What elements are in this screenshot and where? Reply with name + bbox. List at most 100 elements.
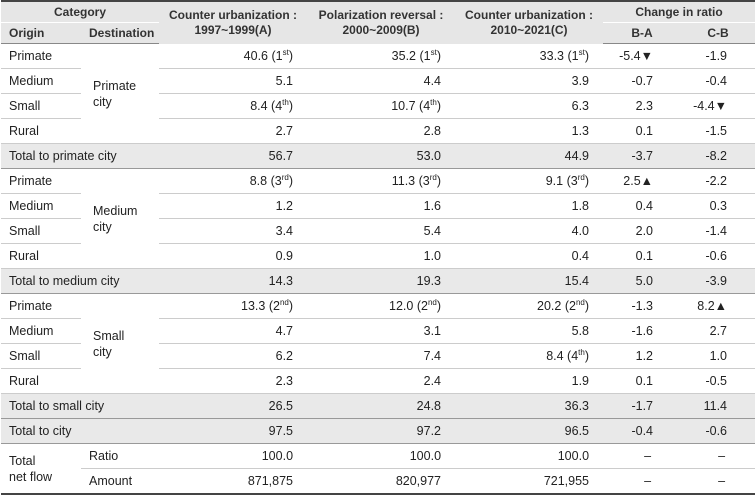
total-value-a: 14.3 — [159, 268, 308, 294]
value: 6.3 — [571, 99, 590, 113]
change-b-a-cell: 1.2 — [603, 343, 682, 369]
net-flow-type-label: Amount — [81, 468, 160, 495]
value: 3.1 — [423, 324, 442, 338]
origin-cell: Rural — [1, 243, 81, 269]
total-city-change-c-b: -0.6 — [681, 418, 756, 444]
value-cell-b: 2.8 — [307, 118, 456, 144]
table-row: Small 8.4 (4th) 10.7 (4th) 6.3 2.3 -4.4▼ — [1, 93, 756, 119]
value: 2.7 — [275, 124, 294, 138]
change-b-a-cell: -1.6 — [603, 318, 682, 344]
value: 8.4 — [250, 99, 268, 113]
total-change-b-a: -1.7 — [603, 393, 682, 419]
header-period-c: Counter urbanization : 2010~2021(C) — [455, 0, 604, 44]
rank-number: 2 — [568, 299, 576, 313]
rank-suffix: nd — [279, 297, 289, 307]
rank-number: 4 — [275, 99, 283, 113]
change-c-b-cell: 0.3 — [681, 193, 756, 219]
value: 4.7 — [275, 324, 294, 338]
rank-suffix: rd — [577, 172, 585, 182]
change-b-a-cell: 2.0 — [603, 218, 682, 244]
destination-line1: Small — [93, 328, 125, 343]
header-period-b: Polarization reversal : 2000~2009(B) — [307, 0, 456, 44]
total-label: Total to medium city — [1, 268, 160, 294]
origin-cell: Rural — [1, 368, 81, 394]
total-city-value-a: 97.5 — [159, 418, 308, 444]
value: 13.3 — [241, 299, 266, 313]
value: 20.2 — [537, 299, 562, 313]
net-flow-row-amount: Amount 871,875 820,977 721,955– – — [1, 468, 756, 495]
header-b-minus-a: B-A — [603, 22, 682, 44]
value: 1.9 — [571, 374, 590, 388]
total-label: Total to small city — [1, 393, 160, 419]
value: 1.6 — [423, 199, 442, 213]
total-city-value-c: 96.5 — [455, 418, 604, 444]
value: 5.8 — [571, 324, 590, 338]
change-c-b-cell: -4.4▼ — [681, 93, 756, 119]
value-cell-c: 33.3 (1st) — [455, 43, 604, 69]
value-cell-a: 1.2 — [159, 193, 308, 219]
destination-line2: city — [93, 94, 112, 109]
value: 2.4 — [423, 374, 442, 388]
change-b-a-cell: -1.3 — [603, 293, 682, 319]
value-cell-b: 4.4 — [307, 68, 456, 94]
table-row: Rural 2.3 2.4 1.9 0.1 -0.5 — [1, 368, 756, 394]
value: 9.1 — [545, 174, 564, 188]
change-c-b-cell: 1.0 — [681, 343, 756, 369]
total-change-c-b: -8.2 — [681, 143, 756, 169]
header-period-b-line1: Polarization reversal : — [318, 7, 444, 22]
value: 3.4 — [275, 224, 294, 238]
value-cell-c: 1.3 — [455, 118, 604, 144]
value-cell-b: 12.0 (2nd) — [307, 293, 456, 319]
value: 4.0 — [571, 224, 590, 238]
value: 7.4 — [423, 349, 442, 363]
total-change-b-a: -3.7 — [603, 143, 682, 169]
total-city-row: Total to city 97.5 97.2 96.5 -0.4 -0.6 — [1, 418, 756, 444]
net-flow-value-c: 721,955 — [455, 468, 604, 495]
header-period-a-line1: Counter urbanization : — [169, 7, 298, 22]
rank-suffix: rd — [281, 172, 289, 182]
value-cell-a: 13.3 (2nd) — [159, 293, 308, 319]
total-value-a: 56.7 — [159, 143, 308, 169]
value-cell-c: 9.1 (3rd) — [455, 168, 604, 194]
rank-number: 2 — [420, 299, 428, 313]
header-destination: Destination — [81, 22, 160, 44]
origin-cell: Small — [1, 93, 81, 119]
net-flow-value-a: 100.0 — [159, 443, 308, 469]
value: 10.7 — [391, 99, 416, 113]
value-cell-c: 5.8 — [455, 318, 604, 344]
value-cell-a: 6.2 — [159, 343, 308, 369]
header-period-c-line2: 2010~2021(C) — [490, 22, 568, 37]
destination-cell: Small city — [81, 293, 160, 394]
rank-number: 3 — [422, 174, 430, 188]
value-cell-c: 4.0 — [455, 218, 604, 244]
value: 4.4 — [423, 74, 442, 88]
value: 0.9 — [275, 249, 294, 263]
value-cell-c: 0.4 — [455, 243, 604, 269]
total-value-b: 53.0 — [307, 143, 456, 169]
value: 11.3 — [391, 174, 416, 188]
rank-suffix: nd — [575, 297, 585, 307]
value-cell-a: 2.7 — [159, 118, 308, 144]
rank-number: 3 — [570, 174, 578, 188]
change-c-b-cell: -1.5 — [681, 118, 756, 144]
rank-suffix: th — [282, 97, 289, 107]
destination-line2: city — [93, 219, 112, 234]
value: 40.6 — [243, 48, 269, 63]
value: 35.2 — [391, 48, 417, 63]
table-row: Medium 1.2 1.6 1.8 0.4 0.3 — [1, 193, 756, 219]
origin-cell: Medium — [1, 193, 81, 219]
value-cell-a: 2.3 — [159, 368, 308, 394]
rank-number: 2 — [272, 299, 280, 313]
change-c-b-cell: -0.4 — [681, 68, 756, 94]
net-flow-value-c: 100.0 — [455, 443, 604, 469]
rank-number: 3 — [274, 174, 282, 188]
change-b-a-cell: -0.7 — [603, 68, 682, 94]
table-header: Category Counter urbanization : 1997~199… — [1, 0, 756, 44]
value-cell-b: 1.0 — [307, 243, 456, 269]
value-cell-b: 1.6 — [307, 193, 456, 219]
change-c-b-cell: 8.2▲ — [681, 293, 756, 319]
header-category: Category — [1, 0, 160, 23]
value-cell-b: 10.7 (4th) — [307, 93, 456, 119]
value-cell-c: 1.9 — [455, 368, 604, 394]
value-cell-c: 20.2 (2nd) — [455, 293, 604, 319]
